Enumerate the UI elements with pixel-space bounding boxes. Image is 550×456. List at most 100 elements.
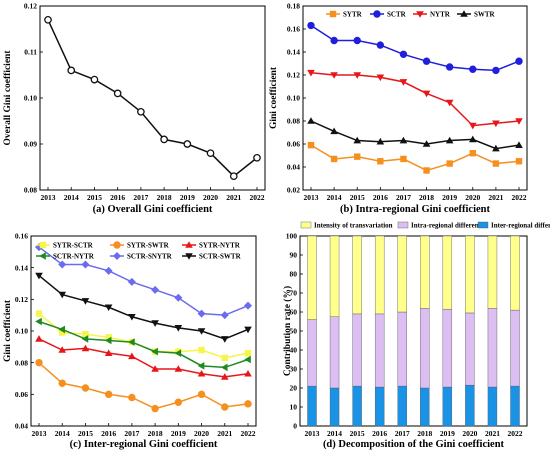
x-tick-label: 2021 — [488, 193, 503, 202]
data-point — [160, 135, 168, 144]
x-tick-label: 2015 — [350, 429, 365, 438]
data-point — [492, 66, 500, 75]
y-tick-label: 10 — [290, 403, 298, 412]
data-point — [422, 90, 431, 98]
legend-label: Intra-regional difference — [411, 222, 485, 230]
panel-intra-regional-gini: 0.02 0.04 0.06 0.08 0.10 0.12 0.14 0.16 0.18 Gini… — [269, 2, 528, 215]
data-point — [197, 390, 206, 399]
plot-frame — [39, 5, 266, 191]
bar-segment — [465, 235, 475, 314]
legend-swatch — [397, 221, 409, 229]
bar-segment — [329, 316, 340, 389]
x-tick-label: 2018 — [419, 193, 434, 202]
data-point — [253, 153, 261, 162]
data-point — [229, 172, 238, 181]
data-point — [244, 369, 252, 377]
legend-label: SYTR-SCTR — [53, 241, 94, 249]
legend-marker — [113, 252, 121, 260]
data-point — [104, 336, 112, 345]
data-point — [59, 329, 66, 336]
legend-label: SYTR-SWTR — [127, 241, 170, 249]
legend-label: SCTR — [387, 10, 407, 18]
data-point — [244, 400, 252, 408]
series-line — [310, 71, 520, 127]
y-tick-label: 50 — [290, 327, 298, 336]
data-point — [35, 317, 42, 326]
bar-segment — [374, 386, 385, 427]
data-point — [469, 150, 476, 157]
data-point — [197, 362, 205, 370]
y-tick-label: 0.08 — [287, 117, 300, 126]
legend-label: SCTR-NYTR — [53, 252, 95, 260]
data-point — [58, 291, 67, 299]
data-point — [81, 344, 90, 352]
y-tick-label: 0.16 — [287, 25, 300, 34]
x-tick-label: 2021 — [217, 429, 232, 438]
data-point — [244, 349, 252, 357]
bar-segment — [487, 386, 498, 427]
y-tick-label: 0.12 — [24, 2, 37, 11]
series-line — [38, 320, 249, 369]
bar-segment — [329, 235, 340, 317]
data-point — [469, 65, 477, 73]
x-tick-label: 2017 — [395, 429, 410, 438]
x-tick-label: 2021 — [485, 429, 500, 438]
x-tick-label: 2016 — [373, 193, 388, 202]
x-tick-label: 2022 — [508, 429, 523, 438]
x-tick-label: 2019 — [442, 193, 457, 202]
y-tick-label: 0.14 — [287, 48, 300, 57]
x-tick-label: 2016 — [110, 193, 125, 202]
data-point — [137, 107, 145, 116]
data-point — [81, 335, 89, 343]
x-tick-label: 2020 — [462, 429, 477, 438]
y-axis-label: Gini coefficient — [269, 66, 279, 129]
data-point — [400, 155, 407, 163]
x-tick-label: 2015 — [78, 429, 93, 438]
panel-inter-regional-gini: 0.04 0.06 0.08 0.10 0.12 0.14 0.16 Gini coeffic… — [3, 232, 257, 450]
y-tick-label: 0.04 — [287, 163, 300, 172]
x-tick-label: 2019 — [171, 429, 186, 438]
bar-segment — [307, 319, 317, 387]
data-point — [307, 141, 315, 149]
data-point — [330, 155, 338, 163]
bar-segment — [465, 312, 475, 386]
y-tick-label: 70 — [290, 289, 298, 298]
data-point — [127, 277, 136, 286]
data-point — [35, 335, 43, 342]
bar-segment — [374, 313, 385, 388]
bar-segment — [307, 385, 317, 427]
data-point — [399, 136, 408, 144]
legend-label: NYTR — [430, 10, 451, 18]
panel-caption: (b) Intra-regional Gini coefficient — [340, 204, 490, 215]
y-tick-label: 90 — [290, 251, 298, 260]
series-line — [310, 24, 520, 72]
y-tick-label: 0.04 — [15, 422, 28, 431]
data-point — [174, 293, 183, 302]
x-tick-label: 2018 — [157, 193, 172, 202]
y-tick-label: 0.08 — [24, 186, 37, 195]
panel-caption: (d) Decomposition of the Gini coefficien… — [323, 439, 505, 450]
panel-gini-decomposition: 0 10 20 30 40 50 60 70 80 90 100 Contribution rate … — [282, 222, 550, 451]
data-point — [151, 320, 159, 327]
data-point — [515, 158, 523, 165]
data-point — [44, 15, 52, 24]
x-tick-label: 2014 — [55, 429, 70, 438]
data-point — [128, 338, 135, 346]
y-tick-label: 0.02 — [287, 186, 300, 195]
data-point — [58, 325, 66, 334]
x-tick-label: 2020 — [465, 193, 480, 202]
legend-marker — [460, 10, 468, 17]
x-tick-label: 2014 — [64, 193, 79, 202]
data-point — [174, 365, 183, 372]
x-tick-label: 2017 — [124, 429, 139, 438]
data-point — [104, 390, 113, 399]
data-point — [220, 363, 228, 372]
data-point — [90, 75, 99, 84]
x-tick-label: 2014 — [327, 429, 342, 438]
data-point — [353, 72, 362, 79]
panel-caption: (c) Inter-regional Gini coefficient — [70, 439, 218, 450]
data-point — [220, 311, 229, 320]
data-point — [307, 117, 315, 124]
series-line — [47, 19, 258, 178]
data-point — [330, 127, 338, 135]
